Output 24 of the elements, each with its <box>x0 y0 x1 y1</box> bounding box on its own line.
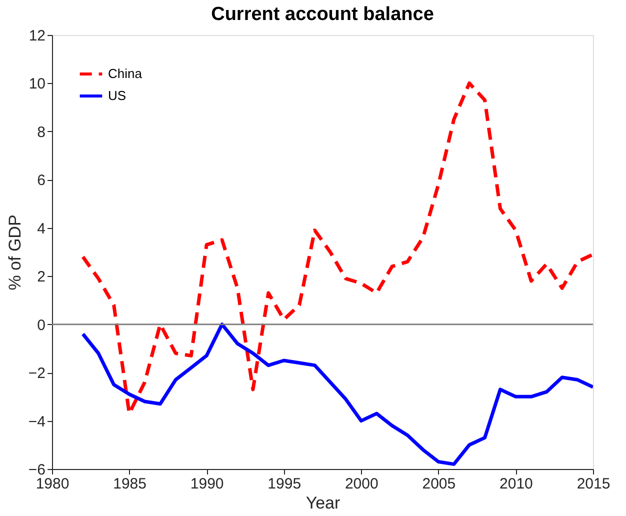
legend-label: US <box>108 88 126 103</box>
y-tick-label: 8 <box>37 124 46 141</box>
x-tick-label: 1985 <box>113 476 146 492</box>
chart-title: Current account balance <box>211 4 434 25</box>
y-tick-label: 12 <box>28 28 46 44</box>
y-tick-label: −4 <box>28 413 46 430</box>
y-tick-label: 10 <box>28 76 46 93</box>
x-tick-label: 2010 <box>500 476 533 492</box>
y-tick-label: −2 <box>28 365 46 382</box>
x-tick-label: 1995 <box>268 476 302 492</box>
x-tick-label: 2015 <box>576 476 610 492</box>
x-tick-label: 1990 <box>190 476 224 492</box>
legend-label: China <box>108 66 143 81</box>
x-tick-label: 2000 <box>344 476 378 492</box>
x-tick-label: 1980 <box>36 476 70 492</box>
y-tick-label: −6 <box>28 462 46 478</box>
y-axis-title: % of GDP <box>5 214 24 290</box>
line-series <box>81 322 593 466</box>
y-tick-label: 0 <box>37 316 46 334</box>
y-tick-label: 2 <box>37 268 46 286</box>
x-axis-title: Year <box>306 494 341 512</box>
y-tick-label: 4 <box>37 220 46 238</box>
x-tick-label: 2005 <box>422 476 456 492</box>
y-tick-label: 6 <box>37 172 46 190</box>
